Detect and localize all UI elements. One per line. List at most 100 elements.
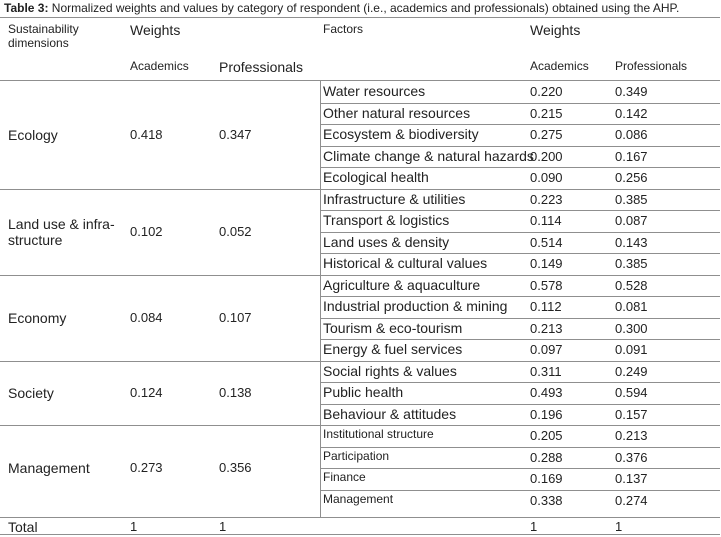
dimension-professionals-weight: 0.138: [219, 384, 252, 400]
dimension-academics-weight: 0.124: [130, 384, 163, 400]
factor-academics-weight: 0.223: [530, 191, 563, 207]
total-academics-right: 1: [530, 519, 538, 534]
factor-academics-weight: 0.196: [530, 406, 563, 422]
dimension-label: Land use & infra-structure: [8, 216, 115, 248]
dimension-academics-weight: 0.084: [130, 309, 163, 325]
group-separator-rule: [0, 188, 720, 190]
dimension-academics-weight: 0.102: [130, 223, 163, 239]
factor-row-rule: [321, 403, 720, 405]
factor-professionals-weight: 0.349: [615, 84, 648, 99]
factor-academics-weight: 0.205: [530, 428, 563, 443]
factor-row-rule: [321, 382, 720, 383]
factor-professionals-weight: 0.086: [615, 127, 648, 142]
factor-row-rule: [321, 253, 720, 254]
factor-name: Management: [323, 491, 394, 506]
factor-professionals-weight: 0.385: [615, 256, 648, 271]
factor-professionals-weight: 0.528: [615, 277, 648, 293]
factor-academics-weight: 0.112: [530, 299, 562, 314]
factor-professionals-weight: 0.385: [615, 191, 648, 207]
header-weights-right: Weights: [530, 22, 581, 38]
dimension-label-line: Society: [8, 384, 54, 401]
dimension-professionals-weight: 0.356: [219, 460, 252, 475]
factor-name: Tourism & eco-tourism: [323, 319, 463, 336]
factor-name: Water resources: [323, 83, 426, 99]
header-dimensions-line1: Sustainability: [8, 22, 79, 36]
factor-professionals-weight: 0.143: [615, 234, 648, 250]
total-label: Total: [8, 519, 38, 535]
factor-academics-weight: 0.097: [530, 342, 563, 357]
total-academics-left: 1: [130, 519, 138, 534]
factor-row-rule: [321, 446, 720, 448]
caption-label: Table 3:: [4, 1, 49, 15]
table-bottom-rule: [0, 534, 720, 535]
factor-name: Institutional structure: [323, 427, 434, 441]
factor-academics-weight: 0.149: [530, 256, 563, 271]
factor-name: Historical & cultural values: [323, 255, 488, 271]
factor-name: Social rights & values: [323, 362, 457, 379]
factor-academics-weight: 0.220: [530, 84, 563, 99]
factor-professionals-weight: 0.213: [615, 428, 648, 443]
factor-row-rule: [321, 145, 720, 147]
factor-professionals-weight: 0.594: [615, 385, 648, 400]
factor-professionals-weight: 0.157: [615, 406, 648, 422]
total-professionals-left: 1: [219, 519, 227, 534]
header-bottom-rule: [0, 80, 720, 81]
factor-name: Agriculture & aquaculture: [323, 276, 481, 293]
dimension-label: Ecology: [8, 127, 58, 143]
factor-row-rule: [321, 102, 720, 104]
group-separator-rule: [0, 274, 720, 276]
group-separator-rule: [0, 360, 720, 362]
header-professionals-left: Professionals: [219, 59, 304, 75]
weights-table: Sustainability dimensions Weights Factor…: [0, 17, 721, 535]
factor-row-rule: [321, 317, 720, 319]
dimension-label-line: structure: [8, 231, 63, 248]
factor-professionals-weight: 0.300: [615, 320, 648, 336]
factor-name: Behaviour & attitudes: [323, 405, 457, 422]
total-top-rule: [0, 517, 720, 518]
dimension-professionals-weight: 0.107: [219, 309, 252, 325]
factor-academics-weight: 0.114: [530, 213, 562, 228]
dimension-label-line: Management: [8, 460, 90, 476]
header-dimensions-line2: dimensions: [8, 36, 69, 50]
factor-name: Public health: [323, 384, 404, 400]
factor-row-rule: [321, 124, 720, 125]
factor-professionals-weight: 0.167: [615, 148, 648, 164]
factor-row-rule: [321, 468, 720, 469]
factor-row-rule: [321, 167, 720, 168]
factor-academics-weight: 0.578: [530, 277, 563, 293]
factor-name: Finance: [323, 470, 366, 484]
factor-name: Other natural resources: [323, 104, 471, 121]
factor-academics-weight: 0.213: [530, 320, 563, 336]
factor-professionals-weight: 0.081: [615, 299, 648, 314]
dimension-label-line: Land use & infra-: [8, 215, 115, 232]
table-top-rule: [0, 17, 720, 18]
header-weights-left: Weights: [130, 22, 181, 38]
factor-name: Participation: [323, 448, 390, 463]
header-academics-right: Academics: [530, 59, 589, 73]
dimension-professionals-weight: 0.052: [219, 223, 252, 239]
header-factors: Factors: [323, 22, 364, 36]
factor-professionals-weight: 0.274: [615, 492, 648, 508]
factor-column-rule: [320, 81, 321, 517]
factor-name: Climate change & natural hazards: [323, 147, 534, 164]
factor-row-rule: [321, 231, 720, 233]
factor-name: Energy & fuel services: [323, 341, 463, 357]
dimension-label: Management: [8, 460, 90, 476]
header-professionals-right: Professionals: [615, 59, 688, 73]
factor-academics-weight: 0.200: [530, 148, 563, 164]
dimension-academics-weight: 0.418: [130, 126, 163, 142]
factor-academics-weight: 0.215: [530, 105, 563, 121]
factor-academics-weight: 0.288: [530, 449, 563, 465]
group-separator-rule: [0, 425, 720, 426]
factor-professionals-weight: 0.137: [615, 471, 648, 486]
factor-row-rule: [321, 489, 720, 491]
factor-professionals-weight: 0.249: [615, 363, 648, 379]
dimension-label: Society: [8, 385, 54, 401]
dimension-label-line: Economy: [8, 309, 67, 326]
factor-professionals-weight: 0.091: [615, 342, 648, 357]
factor-name: Transport & logistics: [323, 212, 450, 228]
dimension-label-line: Ecology: [8, 126, 58, 143]
factor-academics-weight: 0.090: [530, 170, 563, 185]
factor-row-rule: [321, 210, 720, 211]
factor-academics-weight: 0.338: [530, 492, 563, 508]
